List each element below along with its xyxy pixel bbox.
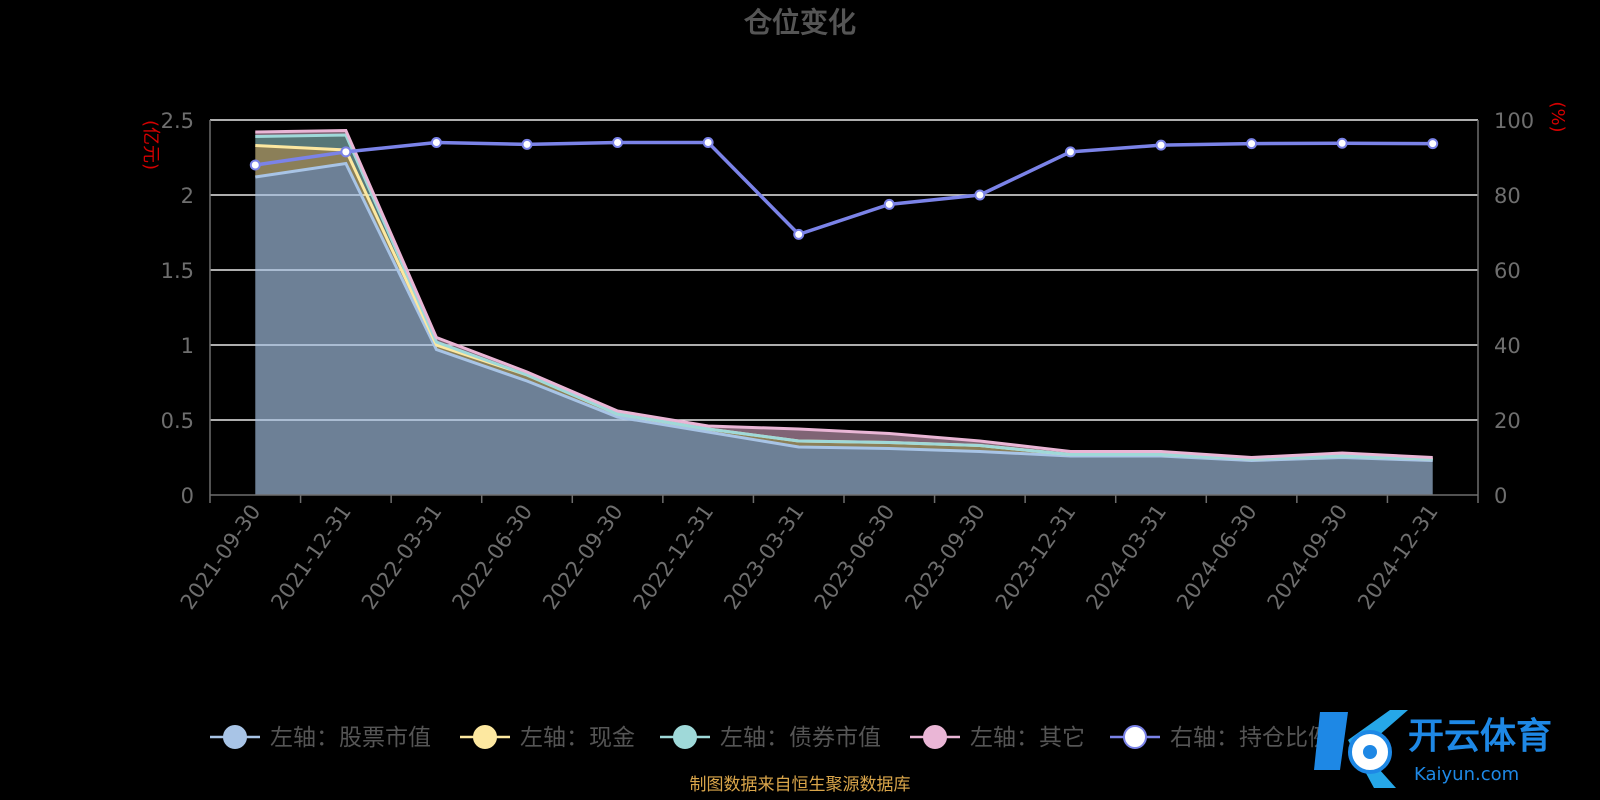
right-axis-tick-label: 40 xyxy=(1494,334,1521,358)
x-axis-tick-label: 2023-06-30 xyxy=(810,500,900,614)
legend-marker xyxy=(923,725,947,749)
x-axis-tick-label: 2024-12-31 xyxy=(1353,500,1443,614)
right-axis-tick-label: 20 xyxy=(1494,409,1521,433)
watermark-subtext: Kaiyun.com xyxy=(1414,764,1519,785)
ratio-point xyxy=(1336,137,1348,149)
area-top-line-2 xyxy=(255,133,1433,461)
left-axis-tick-label: 1 xyxy=(181,334,194,358)
ratio-point xyxy=(249,159,261,171)
right-axis-tick-label: 0 xyxy=(1494,484,1507,508)
stacked-areas xyxy=(255,128,1433,495)
x-axis-tick-label: 2022-03-31 xyxy=(357,500,447,614)
data-source-note: 制图数据来自恒生聚源数据库 xyxy=(690,775,911,795)
legend-label: 左轴：股票市值 xyxy=(270,725,431,751)
left-axis-tick-label: 2 xyxy=(181,184,194,208)
ratio-point xyxy=(1155,139,1167,151)
legend-label: 左轴：其它 xyxy=(970,725,1085,751)
chart-title: 仓位变化 xyxy=(744,6,856,39)
area-top-line-3 xyxy=(255,128,1433,460)
legend-marker xyxy=(473,725,497,749)
x-axis-tick-label: 2024-06-30 xyxy=(1172,500,1262,614)
right-axis-tick-label: 60 xyxy=(1494,259,1521,283)
ratio-point xyxy=(612,137,624,148)
x-axis-tick-label: 2023-03-31 xyxy=(719,500,809,614)
x-axis-tick-label: 2024-09-30 xyxy=(1263,500,1353,614)
ratio-point xyxy=(883,198,895,210)
left-axis-tick-label: 1.5 xyxy=(161,259,194,283)
x-axis-tick-label: 2023-09-30 xyxy=(900,500,990,614)
ratio-point xyxy=(793,228,805,240)
area-0 xyxy=(255,163,1433,495)
ratio-point xyxy=(340,146,352,158)
ratio-point xyxy=(521,138,533,150)
left-axis-unit: (亿元) xyxy=(140,120,161,170)
left-axis-tick-label: 2.5 xyxy=(161,109,194,133)
legend-marker xyxy=(1123,725,1147,749)
kaiyun-logo-icon xyxy=(1314,710,1408,788)
ratio-point xyxy=(702,137,714,148)
x-axis-tick-label: 2022-09-30 xyxy=(538,500,628,614)
ratio-point xyxy=(1064,146,1076,158)
x-axis-tick-label: 2022-06-30 xyxy=(447,500,537,614)
x-axis-tick-label: 2021-12-31 xyxy=(266,500,356,614)
legend-label: 左轴：债券市值 xyxy=(720,725,881,751)
ratio-point xyxy=(1427,138,1439,150)
x-axis-tick-label: 2021-09-30 xyxy=(176,500,266,614)
right-axis-unit: (%) xyxy=(1547,101,1568,132)
legend-label: 左轴：现金 xyxy=(520,725,635,751)
right-axis-tick-label: 80 xyxy=(1494,184,1521,208)
left-axis-tick-label: 0.5 xyxy=(161,409,194,433)
watermark-text: 开云体育 xyxy=(1408,716,1552,757)
legend: 左轴：股票市值 左轴：现金 左轴：债券市值 左轴：其它 右轴：持仓比例 xyxy=(210,725,1331,751)
ratio-line xyxy=(249,137,1439,240)
kaiyun-watermark-logo: 开云体育 Kaiyun.com xyxy=(1314,710,1552,788)
legend-label: 右轴：持仓比例 xyxy=(1170,725,1331,751)
x-axis-tick-label: 2023-12-31 xyxy=(991,500,1081,614)
ratio-series-line xyxy=(255,140,1433,237)
ratio-point xyxy=(974,189,986,201)
ratio-point xyxy=(1246,138,1258,150)
legend-marker xyxy=(223,725,247,749)
x-axis-tick-label: 2022-12-31 xyxy=(629,500,719,614)
left-axis-tick-label: 0 xyxy=(181,484,194,508)
x-axis-tick-label: 2024-03-31 xyxy=(1081,500,1171,614)
ratio-point xyxy=(430,137,442,148)
right-axis-tick-label: 100 xyxy=(1494,109,1534,133)
legend-marker xyxy=(673,725,697,749)
